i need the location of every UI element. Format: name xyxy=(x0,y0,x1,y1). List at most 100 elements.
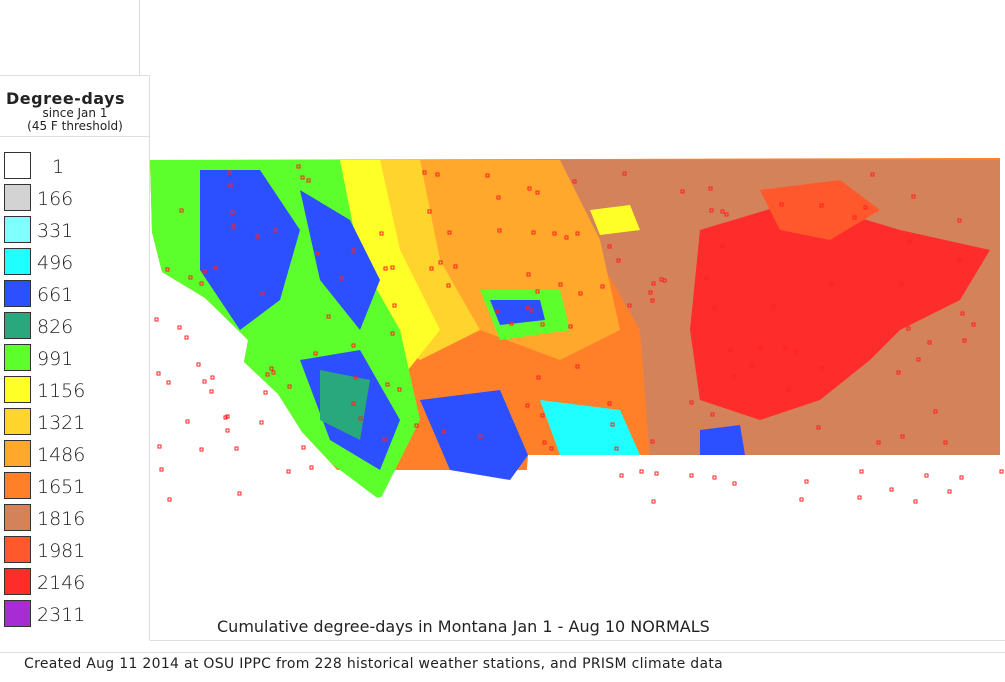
weather-station-marker xyxy=(870,172,875,177)
weather-station-marker xyxy=(496,195,501,200)
legend-value: 826 xyxy=(37,316,74,338)
weather-station-marker xyxy=(273,228,278,233)
weather-station-marker xyxy=(720,209,725,214)
weather-station-marker xyxy=(397,387,402,392)
legend-swatch xyxy=(4,376,31,403)
weather-station-marker xyxy=(552,231,557,236)
weather-station-marker xyxy=(263,390,268,395)
weather-station-marker xyxy=(525,403,530,408)
weather-station-marker xyxy=(185,419,190,424)
weather-station-marker xyxy=(704,276,709,281)
weather-station-marker xyxy=(227,170,232,175)
legend-title: Degree-days xyxy=(6,89,126,108)
weather-station-marker xyxy=(610,422,615,427)
legend-value: 1651 xyxy=(37,476,86,498)
weather-station-marker xyxy=(916,357,921,362)
weather-station-marker xyxy=(927,340,932,345)
weather-station-marker xyxy=(616,258,621,263)
weather-station-marker xyxy=(907,239,912,244)
weather-station-marker xyxy=(863,205,868,210)
weather-station-marker xyxy=(383,266,388,271)
weather-station-marker xyxy=(184,335,189,340)
divider xyxy=(150,640,1005,641)
weather-station-marker xyxy=(564,235,569,240)
legend-swatch xyxy=(4,248,31,275)
weather-station-marker xyxy=(379,231,384,236)
weather-station-marker xyxy=(720,244,725,249)
weather-station-marker xyxy=(568,324,573,329)
weather-station-marker xyxy=(575,231,580,236)
legend-value: 1816 xyxy=(37,508,86,530)
weather-station-marker xyxy=(783,346,788,351)
weather-station-marker xyxy=(957,257,962,262)
weather-station-marker xyxy=(435,172,440,177)
weather-station-marker xyxy=(392,303,397,308)
weather-station-marker xyxy=(269,366,274,371)
legend-value: 166 xyxy=(37,188,74,210)
weather-station-marker xyxy=(159,467,164,472)
legend-value: 331 xyxy=(37,220,74,242)
legend-value: 661 xyxy=(37,284,74,306)
weather-station-marker xyxy=(358,416,363,421)
weather-station-marker xyxy=(210,375,215,380)
legend-swatch xyxy=(4,216,31,243)
divider xyxy=(0,652,1005,653)
weather-station-marker xyxy=(309,465,314,470)
weather-station-marker xyxy=(614,446,619,451)
legend-swatch xyxy=(4,472,31,499)
weather-station-marker xyxy=(300,175,305,180)
legend-swatch xyxy=(4,312,31,339)
weather-station-marker xyxy=(495,309,500,314)
degree-day-region xyxy=(700,425,745,455)
weather-station-marker xyxy=(154,317,159,322)
weather-station-marker xyxy=(771,304,776,309)
weather-station-marker xyxy=(959,475,964,480)
legend-swatch xyxy=(4,536,31,563)
weather-station-marker xyxy=(230,210,235,215)
weather-station-marker xyxy=(943,440,948,445)
weather-station-marker xyxy=(924,473,929,478)
weather-station-marker xyxy=(225,428,230,433)
legend-value: 1321 xyxy=(37,412,86,434)
weather-station-marker xyxy=(351,248,356,253)
legend-swatch xyxy=(4,568,31,595)
weather-station-marker xyxy=(414,423,419,428)
weather-station-marker xyxy=(157,444,162,449)
weather-station-marker xyxy=(710,412,715,417)
weather-station-marker xyxy=(177,325,182,330)
map-title: Cumulative degree-days in Montana Jan 1 … xyxy=(217,617,710,636)
legend-swatch xyxy=(4,344,31,371)
weather-station-marker xyxy=(819,203,824,208)
weather-station-marker xyxy=(689,400,694,405)
weather-station-marker xyxy=(531,230,536,235)
weather-station-marker xyxy=(607,401,612,406)
weather-station-marker xyxy=(527,186,532,191)
degree-day-region xyxy=(490,300,545,325)
degree-day-region xyxy=(300,190,380,330)
weather-station-marker xyxy=(650,439,655,444)
weather-station-marker xyxy=(732,374,737,379)
weather-station-marker xyxy=(179,208,184,213)
weather-station-marker xyxy=(199,281,204,286)
weather-station-marker xyxy=(651,281,656,286)
legend-subtitle: (45 F threshold) xyxy=(27,119,123,133)
weather-station-marker xyxy=(427,209,432,214)
weather-station-marker xyxy=(804,479,809,484)
degree-day-region xyxy=(420,390,528,480)
legend-swatch xyxy=(4,600,31,627)
weather-station-marker xyxy=(287,384,292,389)
weather-station-marker xyxy=(385,382,390,387)
weather-station-marker xyxy=(265,372,270,377)
weather-station-marker xyxy=(816,425,821,430)
weather-station-marker xyxy=(622,171,627,176)
degree-day-region xyxy=(760,180,880,240)
weather-station-marker xyxy=(728,348,733,353)
degree-day-region xyxy=(690,200,990,420)
weather-station-marker xyxy=(708,186,713,191)
weather-station-marker xyxy=(572,179,577,184)
weather-station-marker xyxy=(535,289,540,294)
degree-day-region xyxy=(320,370,370,440)
weather-station-marker xyxy=(639,469,644,474)
weather-station-marker xyxy=(196,362,201,367)
